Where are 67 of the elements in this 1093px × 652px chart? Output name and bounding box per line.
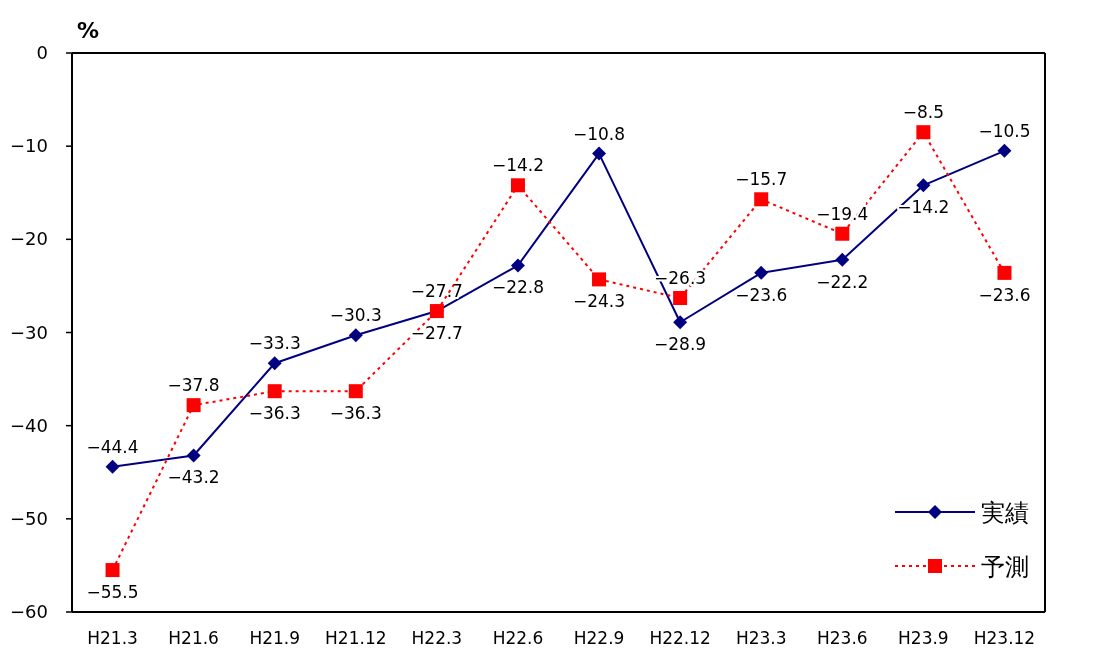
y-tick-label: −60: [10, 601, 48, 622]
point: [267, 356, 282, 371]
point: [510, 258, 525, 273]
x-tick-label: H23.3: [735, 628, 787, 648]
point: [673, 291, 688, 306]
point: [835, 252, 850, 267]
x-tick-label: H23.9: [898, 628, 949, 648]
y-tick-label: −50: [10, 507, 48, 529]
data-label: −24.3: [572, 291, 626, 312]
data-label: −37.8: [167, 375, 220, 396]
point: [348, 384, 363, 399]
point: [673, 315, 688, 330]
point: [592, 272, 607, 287]
data-label: −43.2: [167, 467, 220, 488]
y-tick-label: 0: [36, 42, 48, 63]
x-tick-label: H23.12: [973, 628, 1036, 648]
y-tick-label: −20: [10, 228, 48, 250]
y-tick-label: −30: [10, 321, 48, 343]
x-tick-label: H21.6: [168, 628, 219, 648]
data-label: −23.6: [735, 284, 788, 305]
data-label: −14.2: [491, 155, 545, 176]
point: [916, 125, 931, 140]
x-tick-label: H22.6: [492, 628, 544, 648]
legend-label: 予測: [981, 553, 1029, 581]
x-tick-label: H21.12: [325, 628, 387, 648]
point: [592, 146, 607, 161]
x-tick-label: H21.9: [249, 628, 301, 648]
x-tick-label: H22.9: [573, 628, 625, 648]
data-label: −27.7: [410, 323, 463, 344]
data-label: −22.2: [816, 271, 869, 292]
y-tick-label: −10: [10, 135, 48, 157]
point: [754, 265, 769, 280]
data-label: −8.5: [902, 102, 945, 123]
point: [105, 563, 120, 578]
point: [267, 384, 282, 399]
point: [835, 226, 850, 241]
data-label: −36.3: [329, 403, 382, 424]
point: [105, 459, 120, 474]
point: [997, 265, 1012, 280]
point: [997, 143, 1012, 158]
point: [510, 178, 525, 193]
x-tick-label: H22.3: [411, 628, 463, 648]
data-label: −55.5: [86, 582, 139, 603]
y-tick-label: −40: [10, 414, 48, 436]
data-label: −27.7: [410, 281, 463, 302]
data-label: −23.6: [978, 284, 1031, 305]
data-label: −15.7: [735, 169, 788, 190]
x-tick-label: H21.3: [87, 628, 138, 648]
data-label: −28.9: [654, 334, 707, 355]
legend-label: 実績: [981, 499, 1029, 527]
data-label: −10.5: [978, 120, 1031, 141]
x-tick-label: H23.6: [816, 628, 868, 648]
data-label: −19.4: [816, 203, 869, 224]
data-label: −36.3: [248, 403, 301, 424]
point: [186, 398, 201, 413]
point: [916, 178, 931, 193]
data-label: −30.3: [329, 305, 382, 326]
data-label: −10.8: [572, 123, 626, 144]
point: [348, 328, 363, 343]
data-label: −44.4: [86, 436, 139, 457]
data-label: −33.3: [248, 333, 301, 354]
data-label: −14.2: [897, 197, 950, 218]
point: [186, 448, 201, 463]
y-axis-title: %: [76, 18, 100, 43]
x-tick-label: H22.12: [649, 628, 711, 648]
data-label: −22.8: [491, 277, 545, 298]
point: [754, 192, 769, 207]
